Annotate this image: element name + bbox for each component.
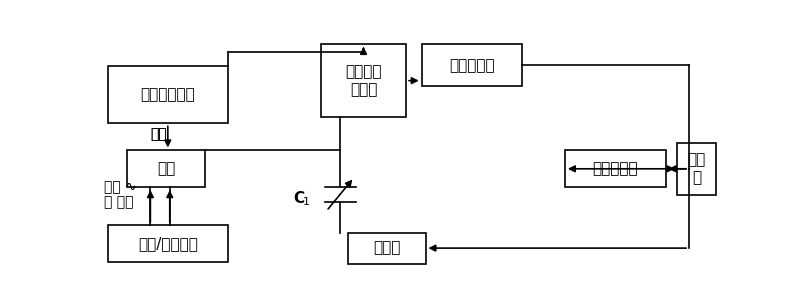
Text: 锁相放大器: 锁相放大器 — [593, 161, 638, 176]
Text: C: C — [294, 191, 305, 205]
Text: 交流 ∿: 交流 ∿ — [104, 180, 137, 194]
Text: 原子力显微镜: 原子力显微镜 — [141, 87, 195, 102]
Text: 计算
机: 计算 机 — [688, 153, 706, 185]
Text: 交流/直流电源: 交流/直流电源 — [138, 236, 198, 251]
Bar — [565, 150, 666, 187]
Text: 针尖: 针尖 — [150, 127, 167, 141]
Text: 带通滤波器: 带通滤波器 — [449, 58, 495, 73]
Bar — [321, 44, 406, 117]
Bar — [108, 225, 228, 262]
Bar — [678, 143, 716, 195]
Bar — [348, 233, 426, 264]
Text: 电流前置
放大器: 电流前置 放大器 — [346, 65, 382, 97]
Bar — [108, 66, 228, 123]
Bar — [422, 44, 522, 86]
Text: 针尖: 针尖 — [150, 127, 167, 141]
Text: 1: 1 — [303, 197, 310, 207]
Text: － 直流: － 直流 — [104, 196, 134, 210]
Text: 样品: 样品 — [157, 161, 175, 176]
Bar — [127, 150, 205, 187]
Text: 移相器: 移相器 — [373, 241, 401, 256]
